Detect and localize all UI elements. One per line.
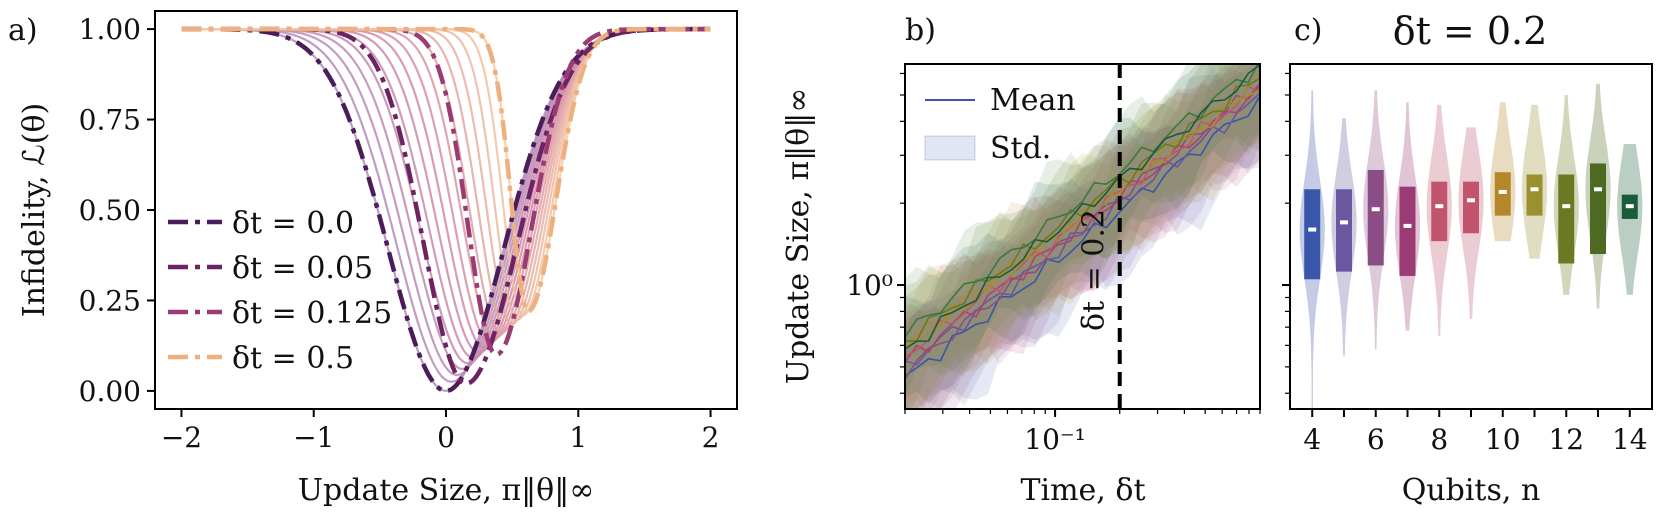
panel-b-y-tick-label: 10⁰ <box>846 269 893 302</box>
panel-b-std-band <box>905 64 1260 398</box>
panel-a-y-tick-label: 0.75 <box>79 104 141 137</box>
panel-c-median-marker <box>1467 198 1475 203</box>
panel-c-iqr-box <box>1399 186 1416 276</box>
panel-a-series-line <box>181 26 711 394</box>
panel-a-x-axis-label: Update Size, π‖θ‖∞ <box>298 473 594 508</box>
panel-b-axes-frame <box>904 63 1261 410</box>
legend-std-label: Std. <box>990 131 1051 166</box>
panel-b-y-axis-label: Update Size, π‖θ‖∞ <box>781 88 816 384</box>
panel-c-iqr-box <box>1431 181 1448 242</box>
legend-entry-label: δt = 0.125 <box>232 296 392 331</box>
panel-b-mean-line <box>905 92 1260 366</box>
panel-c-title: δt = 0.2 <box>1393 9 1548 53</box>
panel-a-y-tick-label: 0.50 <box>79 194 141 227</box>
panel-b-mean-line <box>905 95 1260 377</box>
panel-c-iqr-box <box>1463 181 1479 234</box>
panel-b-mean-line <box>905 88 1260 351</box>
panel-b-x-tick-label: 10⁻¹ <box>1024 423 1086 456</box>
panel-c-x-axis-label: Qubits, n <box>1402 473 1541 508</box>
panel-c-iqr-box <box>1590 163 1607 255</box>
panel-c-label: c) <box>1294 13 1323 48</box>
panel-c-median-marker <box>1498 189 1507 194</box>
panel-c-x-tick-label: 10 <box>1485 423 1521 456</box>
panel-c-median-marker <box>1562 204 1571 209</box>
panel-a: a) −2 −1 0 1 2 0.00 0.25 0.50 0.75 1.00 Update S… <box>8 10 738 508</box>
panel-a-y-tick-label: 0.25 <box>79 284 141 317</box>
panel-b-mean-lines <box>905 64 1260 380</box>
panel-c-iqr-box <box>1526 174 1543 216</box>
panel-c-iqr-box <box>1558 174 1575 264</box>
panel-a-y-tick-label: 0.00 <box>79 375 141 408</box>
panel-a-x-tick-label: 0 <box>437 421 455 454</box>
legend-mean-label: Mean <box>990 83 1076 118</box>
panel-a-label: a) <box>8 13 38 48</box>
panel-c-median-marker <box>1435 204 1444 209</box>
panel-c-median-marker <box>1339 220 1348 225</box>
panel-a-legend: δt = 0.0 δt = 0.05 δt = 0.125 δt = 0.5 <box>168 206 392 376</box>
panel-a-series-line <box>181 26 711 314</box>
panel-a-y-tick-label: 1.00 <box>79 13 141 46</box>
panel-c-violin <box>1617 144 1643 295</box>
legend-entry-label: δt = 0.0 <box>232 206 354 241</box>
panel-a-curves <box>181 26 711 394</box>
panel-b-x-axis-label: Time, δt <box>1021 473 1146 508</box>
panel-a-y-axis-label: Infidelity, ℒ(θ) <box>17 103 52 318</box>
panel-b-reference-line-label: δt = 0.2 <box>1077 209 1112 331</box>
panel-a-x-ticks: −2 −1 0 1 2 <box>161 409 720 454</box>
panel-c-violins <box>1299 83 1643 409</box>
panel-c-median-marker <box>1403 223 1412 228</box>
panel-b-mean-line <box>905 73 1260 344</box>
panel-c-median-marker <box>1530 187 1539 192</box>
panel-c-iqr-box <box>1335 189 1352 272</box>
panel-c-ticks: 4 6 8 10 12 14 <box>1282 72 1648 456</box>
panel-c-median-marker <box>1371 207 1380 212</box>
panel-a-y-ticks: 0.00 0.25 0.50 0.75 1.00 <box>79 13 155 408</box>
panel-a-x-tick-label: −2 <box>161 421 202 454</box>
legend-entry-label: δt = 0.05 <box>232 251 373 286</box>
panel-c-iqr-box <box>1367 169 1384 266</box>
panel-b: b) δt = 0.2 10⁻¹ 10⁰ Time, δt Update Siz… <box>781 13 1261 508</box>
panel-b-ticks <box>897 72 1261 417</box>
panel-c-x-tick-label: 14 <box>1612 423 1648 456</box>
panel-c-median-marker <box>1625 204 1634 209</box>
panel-a-x-tick-label: −1 <box>293 421 334 454</box>
panel-c-x-tick-label: 12 <box>1548 423 1584 456</box>
panel-b-mean-line <box>905 64 1260 350</box>
legend-entry-label: δt = 0.5 <box>232 341 354 376</box>
panel-a-x-tick-label: 2 <box>702 421 720 454</box>
panel-c-median-marker <box>1308 227 1317 232</box>
panel-b-mean-line <box>905 64 1259 338</box>
panel-b-mean-line <box>905 85 1260 380</box>
panel-a-x-tick-label: 1 <box>569 421 587 454</box>
panel-c-x-tick-label: 6 <box>1367 423 1385 456</box>
panel-c-violin <box>1490 102 1516 242</box>
panel-b-legend: Mean Std. <box>924 83 1076 166</box>
panel-c-median-marker <box>1594 187 1603 192</box>
panel-b-label: b) <box>905 13 936 48</box>
panel-c-x-tick-label: 4 <box>1303 423 1321 456</box>
legend-std-swatch <box>924 135 976 161</box>
panel-c-iqr-box <box>1304 189 1321 280</box>
panel-c-x-tick-label: 8 <box>1430 423 1448 456</box>
panel-c: c) δt = 0.2 4 6 8 10 12 14 Qubits, n <box>1282 9 1653 508</box>
